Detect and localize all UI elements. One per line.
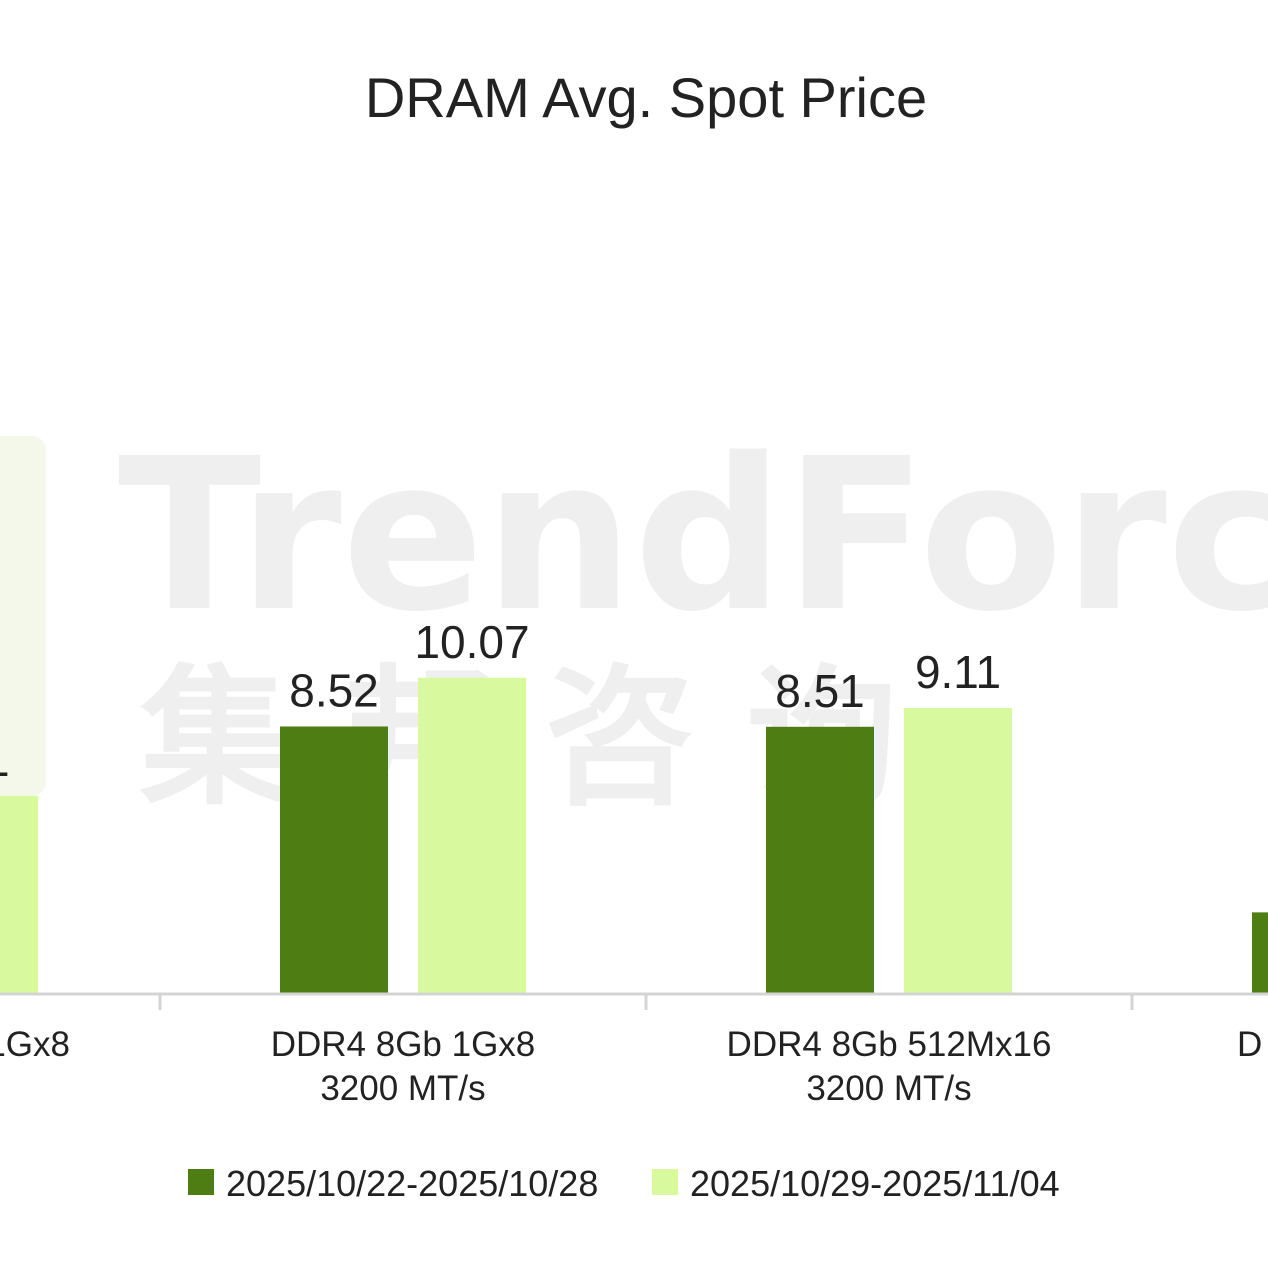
data-label-series-1-cat-2: 8.52 [289,664,379,716]
data-label-series-2-cat-1: 31 [0,734,10,786]
legend-label-series-1: 2025/10/22-2025/10/28 [226,1163,598,1204]
watermark: TrendForce 集 邦 咨 询 [0,413,1268,826]
legend-swatch-series-1 [188,1169,214,1195]
chart-title: DRAM Avg. Spot Price [365,66,927,129]
watermark-logo-mark [0,436,46,796]
legend-label-series-2: 2025/10/29-2025/11/04 [690,1163,1060,1204]
data-label-series-1-cat-3: 8.51 [775,665,865,717]
bar-series-1-cat-3 [766,726,874,994]
category-label-2-line-2: 3200 MT/s [320,1069,485,1108]
bar-series-1-cat-2 [280,726,388,994]
category-label-4-line-1: D [1237,1025,1262,1064]
category-label-3-line-1: DDR4 8Gb 512Mx16 [727,1025,1052,1064]
watermark-brand-text: TrendForce [118,413,1268,658]
category-label-2-line-1: DDR4 8Gb 1Gx8 [271,1025,536,1064]
bar-series-2-cat-2 [418,677,526,994]
bar-series-1-cat-4 [1252,912,1268,994]
legend: 2025/10/22-2025/10/28 2025/10/29-2025/11… [188,1163,1060,1204]
category-label-1-line-1: 1Gx8 [0,1025,70,1064]
bar-series-2-cat-3 [904,707,1012,994]
category-label-3-line-2: 3200 MT/s [806,1069,971,1108]
data-label-series-2-cat-2: 10.07 [414,616,529,668]
data-label-series-2-cat-3: 9.11 [915,646,1001,698]
plot-area: 8.528.5123110.079.111Gx8DDR4 8Gb 1Gx8320… [0,616,1268,1108]
bar-series-2-cat-1 [0,795,38,994]
legend-swatch-series-2 [652,1169,678,1195]
